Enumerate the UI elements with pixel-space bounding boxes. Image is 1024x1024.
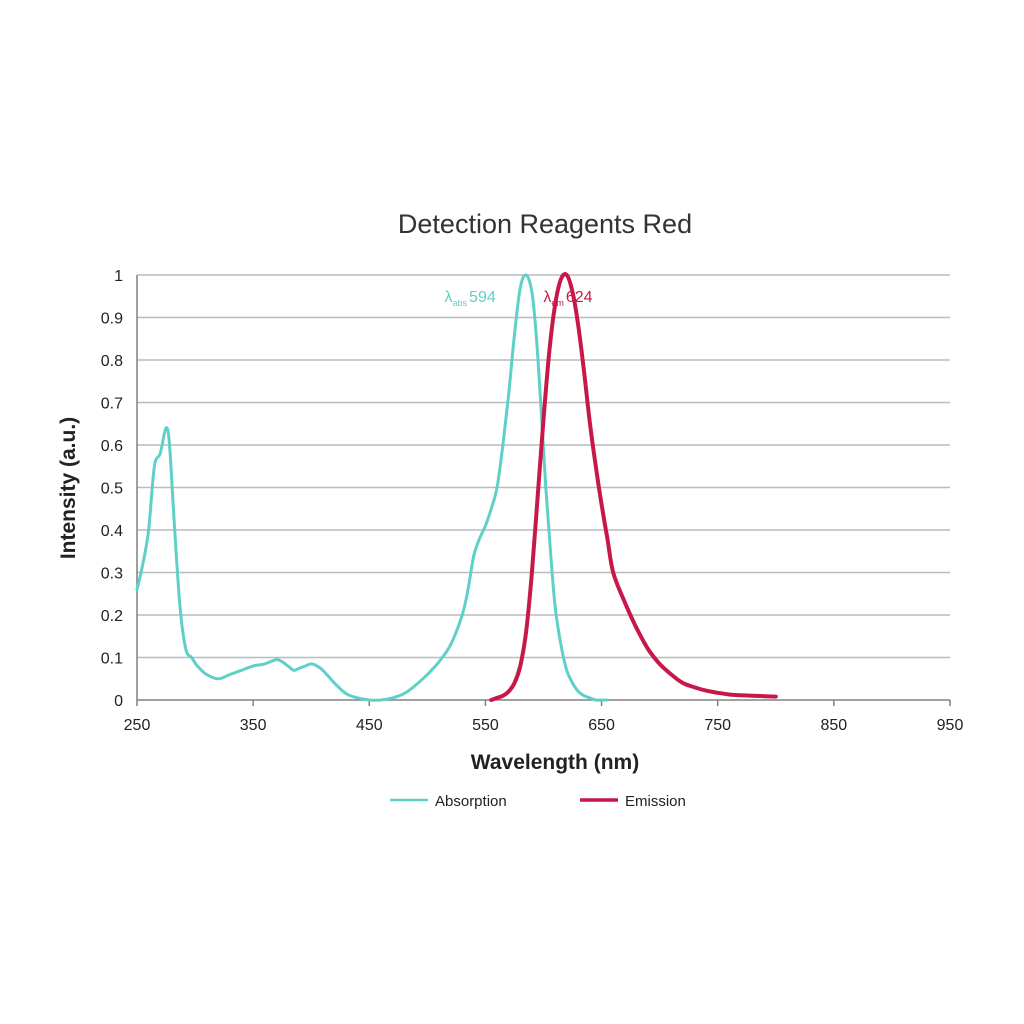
x-tick-label: 250 bbox=[124, 717, 151, 734]
chart-title: Detection Reagents Red bbox=[398, 209, 692, 239]
y-tick-label: 0.9 bbox=[101, 311, 123, 328]
y-tick-label: 0.6 bbox=[101, 438, 123, 455]
plot-series bbox=[135, 272, 778, 702]
peak-label-em: λem 624 bbox=[543, 289, 592, 308]
legend: Absorption Emission bbox=[390, 793, 686, 810]
y-axis-ticks: 0 0.1 0.2 0.3 0.4 0.5 0.6 0.7 0.8 0.9 1 bbox=[101, 268, 123, 710]
y-tick-label: 0.8 bbox=[101, 353, 123, 370]
y-tick-label: 0 bbox=[114, 693, 123, 710]
series-line-absorption bbox=[135, 273, 609, 702]
y-tick-label: 0.5 bbox=[101, 481, 123, 498]
y-tick-label: 1 bbox=[114, 268, 123, 285]
x-tick-label: 950 bbox=[937, 717, 964, 734]
y-tick-label: 0.1 bbox=[101, 651, 123, 668]
peak-annotations: λabs 594 λem 624 bbox=[445, 289, 593, 308]
x-tick-label: 350 bbox=[240, 717, 267, 734]
y-tick-label: 0.7 bbox=[101, 396, 123, 413]
x-tick-label: 850 bbox=[821, 717, 848, 734]
y-tick-label: 0.2 bbox=[101, 608, 123, 625]
x-axis-title: Wavelength (nm) bbox=[471, 751, 639, 774]
x-tick-label: 650 bbox=[588, 717, 615, 734]
x-axis-ticks: 250 350 450 550 650 750 850 950 bbox=[124, 700, 964, 734]
legend-label-emission: Emission bbox=[625, 793, 686, 810]
y-tick-label: 0.4 bbox=[101, 523, 123, 540]
y-tick-label: 0.3 bbox=[101, 566, 123, 583]
y-axis-title: Intensity (a.u.) bbox=[57, 417, 80, 559]
legend-label-absorption: Absorption bbox=[435, 793, 507, 810]
x-tick-label: 750 bbox=[704, 717, 731, 734]
x-tick-label: 450 bbox=[356, 717, 383, 734]
series-line-emission bbox=[489, 272, 778, 702]
peak-label-abs: λabs 594 bbox=[445, 289, 496, 308]
gridlines bbox=[136, 274, 950, 701]
x-tick-label: 550 bbox=[472, 717, 499, 734]
